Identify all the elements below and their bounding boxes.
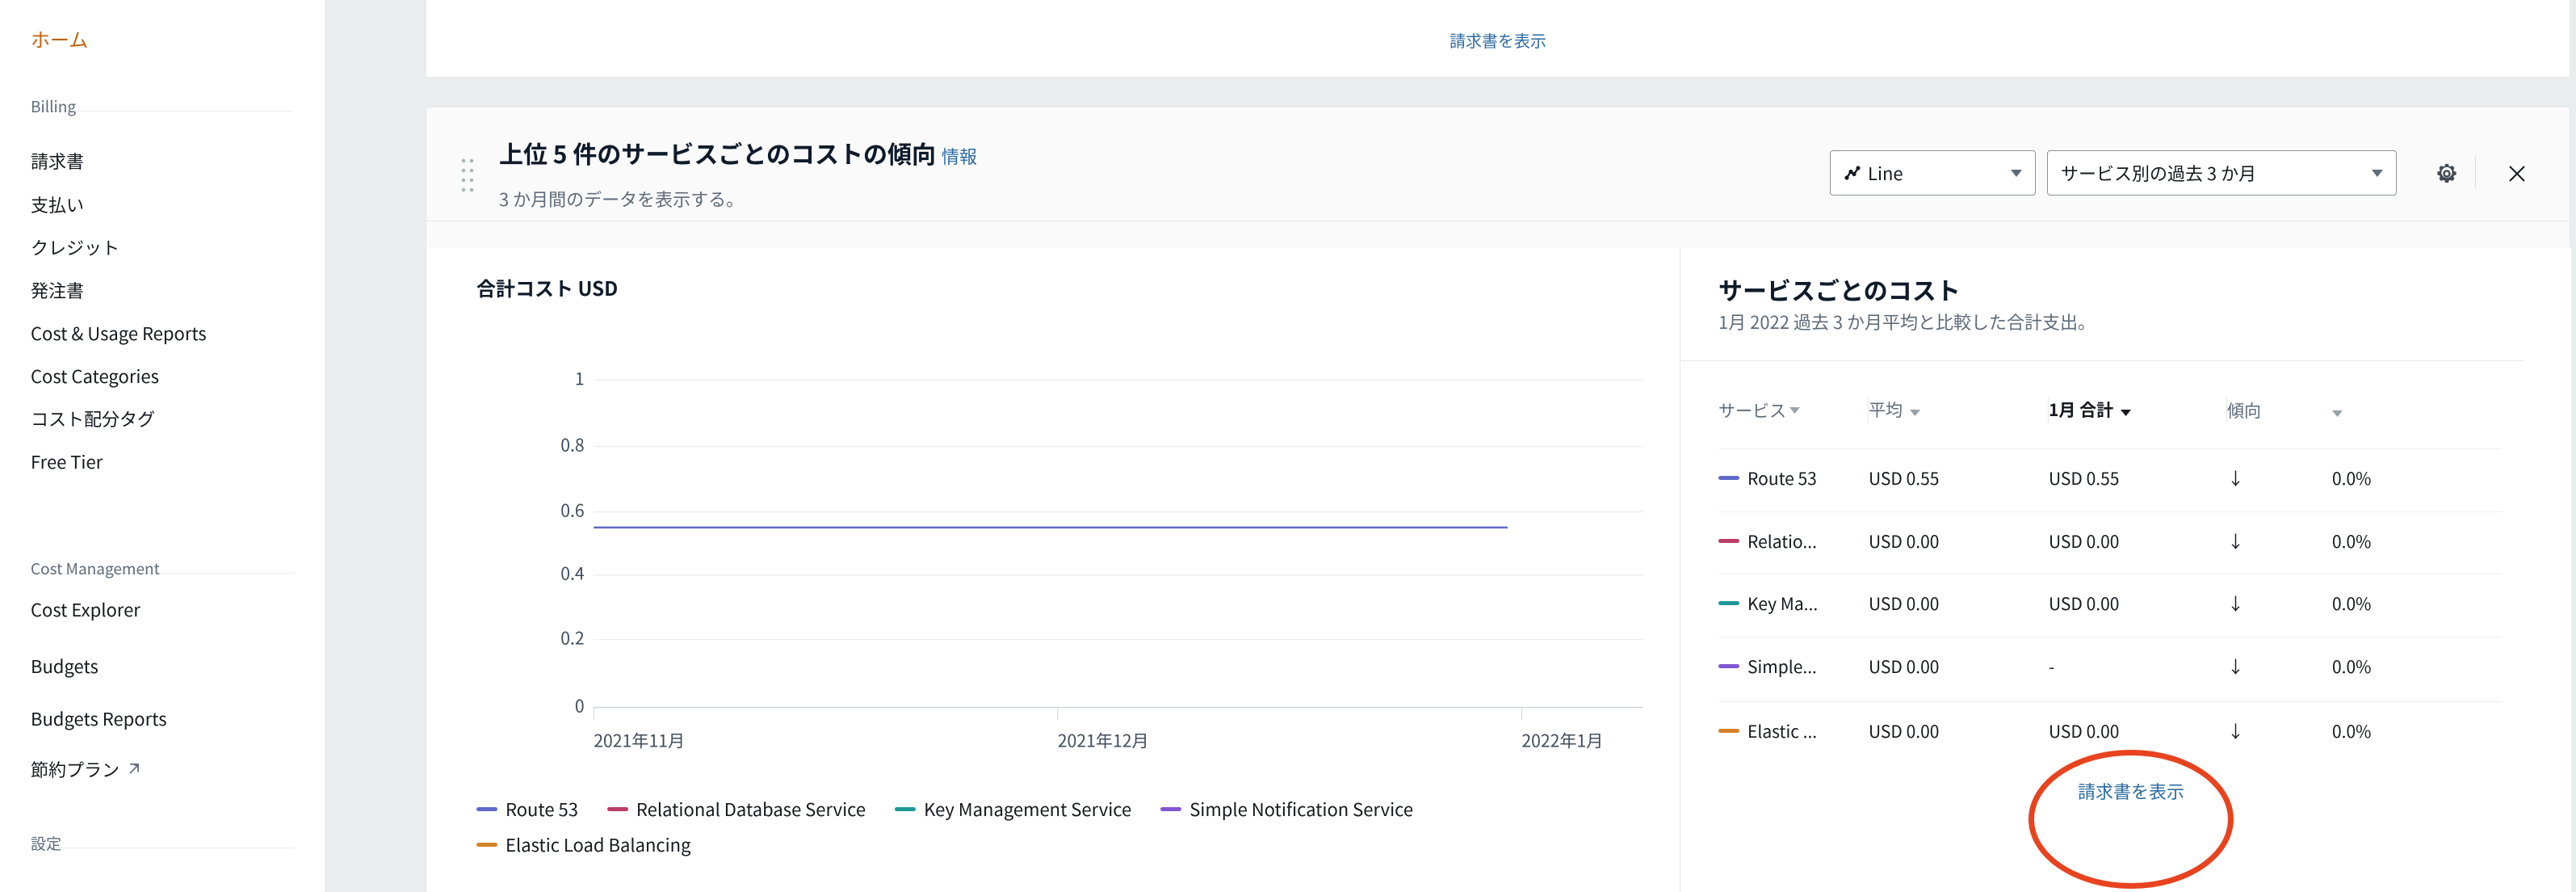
svg-text:2021年12月: 2021年12月 [1058, 728, 1149, 753]
svg-text:0: 0 [575, 692, 585, 717]
svg-text:0.4: 0.4 [560, 560, 585, 585]
svg-text:2021年11月: 2021年11月 [594, 728, 685, 753]
svg-text:1: 1 [575, 365, 585, 390]
svg-text:0.8: 0.8 [560, 431, 584, 457]
svg-text:0.6: 0.6 [560, 497, 584, 522]
svg-text:2022年1月: 2022年1月 [1521, 728, 1603, 753]
svg-text:0.2: 0.2 [560, 625, 584, 650]
